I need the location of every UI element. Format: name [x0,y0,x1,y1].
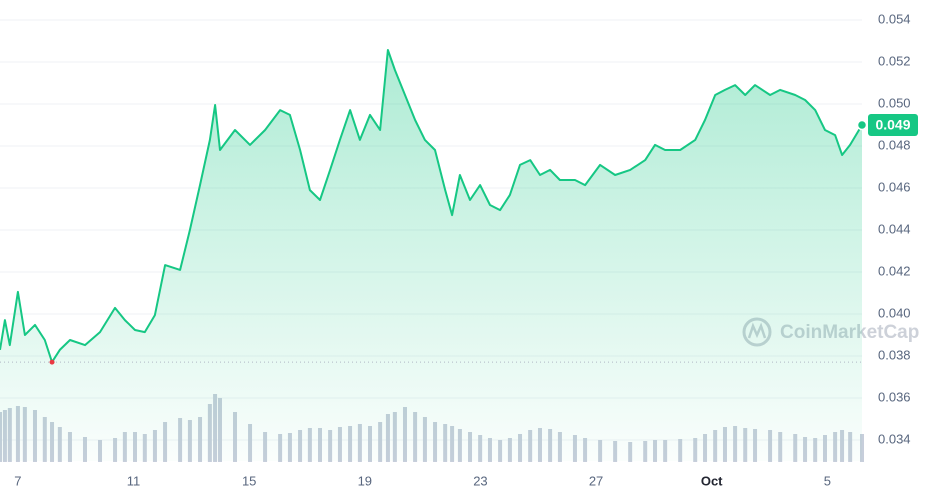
x-tick-label: Oct [701,473,723,488]
low-marker [49,359,55,365]
price-line [0,49,863,364]
y-tick-label: 0.054 [878,11,911,26]
y-tick-label: 0.048 [878,137,911,152]
y-tick-label: 0.040 [878,305,911,320]
x-tick-label: 7 [14,473,21,488]
x-tick-label: 5 [824,473,831,488]
last-price-label: 0.049 [875,117,910,133]
x-tick-label: 23 [473,473,487,488]
y-tick-label: 0.036 [878,389,911,404]
x-tick-label: 19 [358,473,372,488]
x-tick-label: 11 [127,473,141,488]
y-tick-label: 0.050 [878,95,911,110]
last-price-badge [868,114,918,136]
last-point [856,119,868,131]
y-tick-label: 0.034 [878,431,911,446]
y-tick-label: 0.038 [878,347,911,362]
y-tick-label: 0.052 [878,53,911,68]
y-tick-label: 0.044 [878,221,911,236]
y-tick-label: 0.042 [878,263,911,278]
x-tick-label: 27 [589,473,603,488]
y-tick-label: 0.046 [878,179,911,194]
price-area [0,50,862,461]
x-tick-label: 15 [242,473,256,488]
